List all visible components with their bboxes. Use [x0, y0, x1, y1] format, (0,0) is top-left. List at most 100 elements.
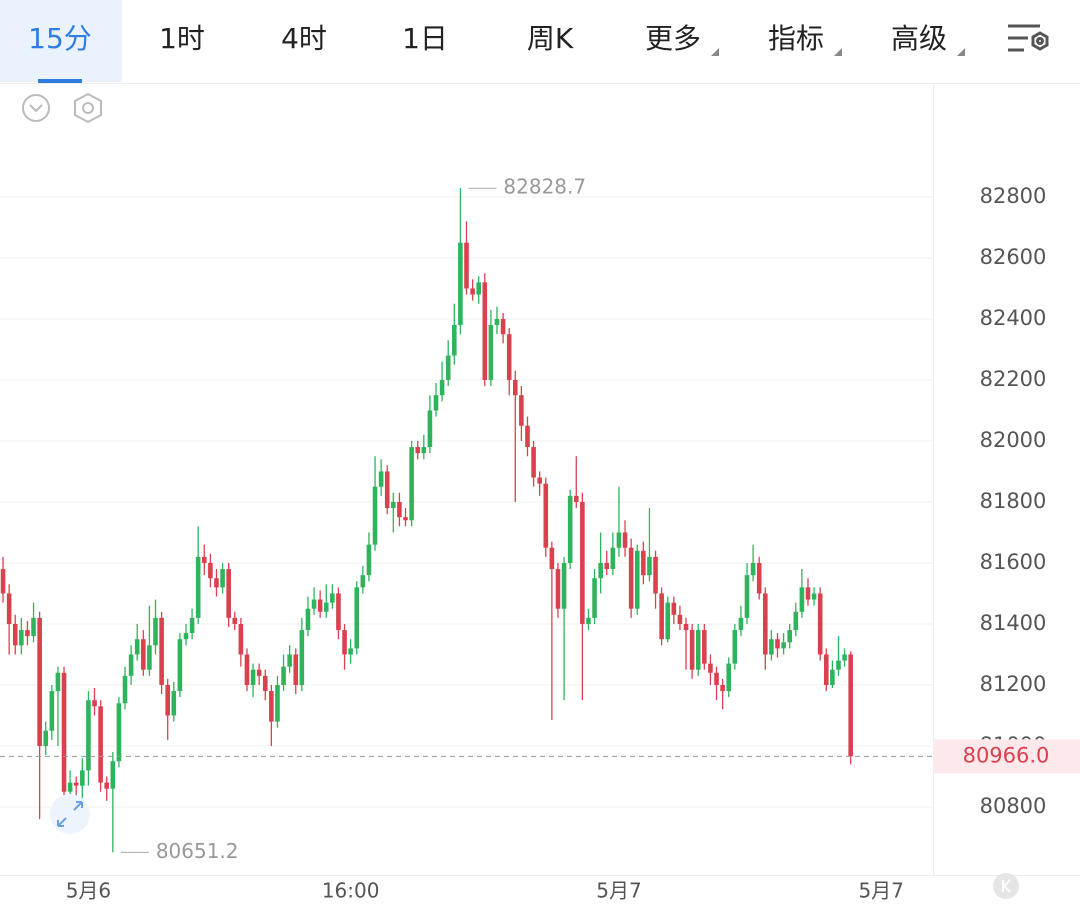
tab[interactable]: 1时: [159, 22, 205, 55]
candle-body: [628, 547, 634, 609]
x-tick-label: 5月7: [858, 879, 903, 903]
candle-body: [165, 684, 170, 716]
selected-tab-bg: [0, 0, 122, 82]
candle-body: [201, 556, 207, 563]
tab[interactable]: 指标: [768, 22, 824, 55]
candle-body: [378, 471, 384, 487]
tab[interactable]: 高级: [891, 22, 947, 55]
candle-body: [702, 630, 707, 664]
candle-body: [244, 654, 250, 685]
extreme-marker-label: 80651.2: [156, 839, 239, 863]
candle-body: [330, 593, 335, 603]
candle-body: [476, 282, 481, 295]
candle-body: [19, 630, 24, 646]
candle-body: [360, 575, 366, 588]
candle-body: [421, 447, 427, 454]
zoom-icon: [57, 801, 83, 827]
dropdown-arrow: [957, 48, 965, 56]
candle-body: [293, 654, 299, 685]
scroll-end-button[interactable]: [993, 873, 1019, 899]
candle-body: [189, 617, 195, 634]
candle-body: [836, 660, 841, 670]
candle-body: [43, 730, 49, 746]
candle-body: [0, 569, 6, 594]
candle-body: [543, 483, 549, 548]
tab[interactable]: 更多: [645, 22, 701, 55]
zoom-button[interactable]: [50, 794, 90, 834]
candle-body: [73, 782, 79, 786]
candle-body: [720, 684, 725, 692]
candle-body: [665, 602, 671, 640]
candle-body: [470, 288, 475, 295]
candle-body: [817, 593, 823, 655]
candle-body: [744, 575, 750, 618]
dropdown-arrow: [711, 48, 719, 56]
collapse-icon[interactable]: [22, 94, 50, 122]
candle-body: [366, 544, 372, 576]
candle-body: [275, 684, 280, 722]
candle-body: [830, 669, 835, 685]
candle-body: [445, 355, 451, 380]
candle-body: [769, 639, 774, 655]
candle-body: [525, 425, 530, 448]
x-tick-label: 16:00: [322, 879, 380, 903]
candle-body: [299, 630, 305, 685]
candle-body: [226, 569, 231, 618]
hex-icon[interactable]: [74, 92, 102, 124]
candle-body: [512, 379, 518, 396]
last-price-label: 80966.0: [963, 743, 1050, 767]
y-tick-label: 81400: [980, 611, 1047, 635]
candle-body: [482, 282, 488, 380]
tab[interactable]: 4时: [281, 22, 327, 55]
candle-body: [494, 318, 500, 326]
candle-body: [726, 663, 732, 692]
y-tick-label: 82400: [980, 306, 1047, 330]
candle-body: [141, 639, 146, 670]
candle-body: [110, 761, 116, 789]
dropdown-arrow: [834, 48, 842, 56]
candle-body: [250, 669, 256, 685]
settings-icon[interactable]: [1008, 24, 1049, 52]
candle-body: [55, 672, 61, 692]
candle-body: [269, 691, 274, 722]
candle-body: [799, 587, 805, 612]
x-tick-label: 5月6: [66, 879, 111, 903]
candle-body: [616, 532, 622, 548]
tab[interactable]: 15分: [28, 22, 92, 55]
candle-body: [238, 623, 244, 655]
candle-body: [256, 669, 262, 676]
candle-body: [80, 770, 85, 786]
candle-body: [134, 639, 140, 655]
candle-body: [342, 630, 347, 655]
candle-body: [323, 602, 329, 612]
candle-body: [153, 617, 158, 646]
candle-body: [555, 569, 561, 609]
candle-body: [214, 578, 219, 588]
candle-body: [208, 562, 213, 579]
tab[interactable]: 1日: [402, 22, 448, 55]
extreme-marker-label: 82828.7: [503, 175, 586, 199]
candle-body: [317, 599, 323, 612]
candle-body: [549, 547, 555, 570]
candle-body: [586, 617, 591, 624]
candle-body: [458, 242, 463, 326]
candle-body: [506, 334, 512, 380]
y-tick-label: 82000: [980, 428, 1047, 452]
candle-body: [391, 501, 396, 509]
tab[interactable]: 周K: [527, 22, 574, 55]
candle-body: [128, 654, 134, 676]
candle-body: [634, 550, 640, 609]
candle-body: [159, 617, 164, 685]
candle-body: [738, 617, 744, 631]
candle-body: [354, 587, 360, 649]
candle-body: [598, 562, 603, 579]
candle-body: [732, 630, 738, 664]
candle-body: [61, 672, 67, 792]
candle-body: [610, 547, 616, 570]
candle-body: [415, 447, 421, 454]
candle-body: [171, 691, 177, 716]
candle-body: [787, 630, 792, 643]
candle-body: [848, 654, 853, 757]
scroll-end-icon: [1002, 879, 1011, 893]
